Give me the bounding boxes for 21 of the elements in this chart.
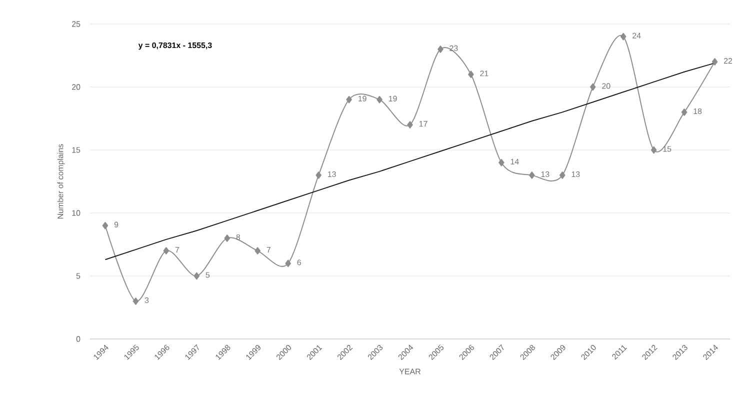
point <box>498 158 504 166</box>
point <box>650 146 657 154</box>
point <box>712 58 718 66</box>
point <box>163 247 170 254</box>
point <box>102 222 108 230</box>
point <box>438 45 444 53</box>
point <box>132 298 139 305</box>
point <box>407 121 413 128</box>
point <box>376 96 382 104</box>
point <box>254 247 261 254</box>
point <box>559 171 566 179</box>
point <box>590 83 596 91</box>
point <box>285 260 291 268</box>
point <box>346 96 352 104</box>
point <box>316 171 322 179</box>
point <box>468 70 474 78</box>
point <box>529 171 535 179</box>
point <box>681 108 688 116</box>
point <box>194 272 200 280</box>
point <box>224 234 230 242</box>
point <box>620 32 626 40</box>
